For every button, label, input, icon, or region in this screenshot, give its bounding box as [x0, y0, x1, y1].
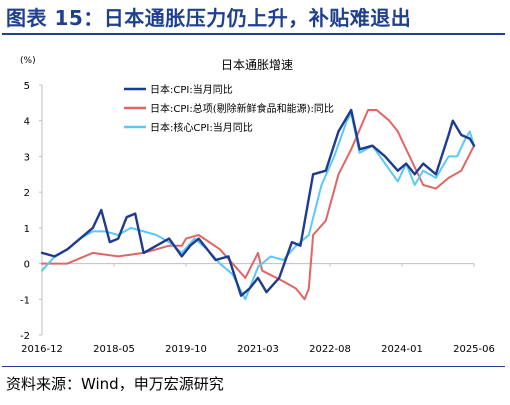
inflation-line-chart: 日本通胀增速 (%) 5 4 3 2 1 0 -1 -2 2016-12 2018-05 2019-… [20, 56, 495, 355]
x-tick-label: 2024-01 [381, 344, 423, 355]
series-line-0 [40, 108, 476, 297]
legend-label: 日本:CPI:当月同比 [150, 83, 233, 96]
source-note: 资料来源：Wind，申万宏源研究 [6, 375, 224, 393]
y-tick-label: -1 [20, 295, 30, 306]
y-tick-label: 5 [24, 81, 30, 92]
y-tick-label: 4 [24, 117, 30, 128]
x-tick-label: 2016-12 [21, 344, 63, 355]
series-line-1 [41, 109, 475, 301]
y-tick-label: 2 [24, 188, 30, 199]
x-tick-label: 2021-03 [237, 344, 279, 355]
chart-title: 日本通胀增速 [221, 58, 293, 72]
y-tick-label: 1 [24, 224, 30, 235]
y-tick-label: -2 [20, 331, 30, 342]
title-divider [2, 33, 505, 35]
series-line-2 [41, 112, 475, 301]
x-tick-label: 2022-08 [309, 344, 351, 355]
y-tick-label: 0 [24, 260, 30, 271]
x-tick-label: 2019-10 [165, 344, 207, 355]
legend-label: 日本:CPI:总项(剔除新鲜食品和能源):同比 [150, 102, 334, 115]
y-tick-label: 3 [24, 152, 30, 163]
x-tick-label: 2018-05 [93, 344, 135, 355]
figure-title: 图表 15：日本通胀压力仍上升，补贴难退出 [6, 6, 412, 30]
legend-label: 日本:核心CPI:当月同比 [150, 121, 253, 134]
y-unit-label: (%) [20, 56, 36, 66]
x-tick-label: 2025-06 [453, 344, 495, 355]
source-divider [2, 366, 505, 367]
